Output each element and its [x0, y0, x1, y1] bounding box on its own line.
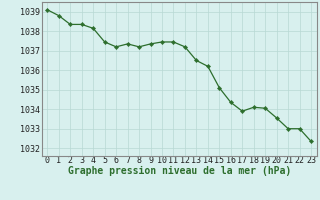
X-axis label: Graphe pression niveau de la mer (hPa): Graphe pression niveau de la mer (hPa)	[68, 166, 291, 176]
